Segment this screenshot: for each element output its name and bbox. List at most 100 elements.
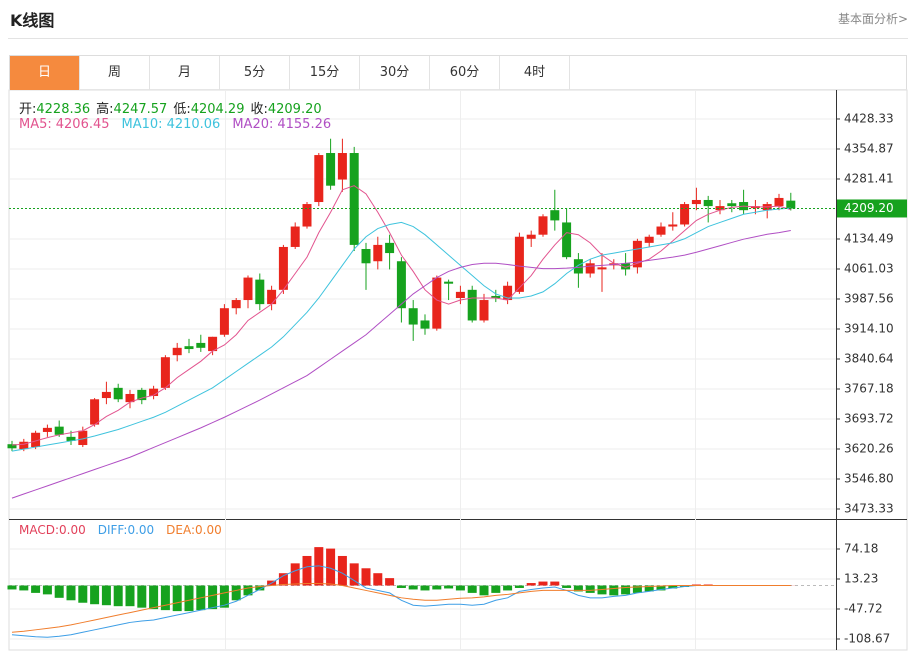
candle-body bbox=[691, 199, 701, 205]
last-price-label: 4209.20 bbox=[844, 201, 894, 215]
candle-body bbox=[208, 336, 218, 352]
candle-body bbox=[172, 347, 182, 356]
candle-body bbox=[526, 234, 536, 239]
macd-bar bbox=[19, 585, 29, 591]
candle-body bbox=[668, 224, 678, 227]
last-price-tag bbox=[837, 199, 907, 218]
legend-value: 0.00 bbox=[127, 523, 155, 537]
macd-bar bbox=[396, 585, 406, 588]
candle-body bbox=[42, 427, 52, 432]
candle-body bbox=[255, 279, 265, 305]
macd-bar bbox=[373, 573, 383, 586]
candle-body bbox=[54, 426, 64, 435]
macd-bar bbox=[208, 585, 218, 610]
macd-bar bbox=[550, 581, 560, 586]
macd-bar bbox=[54, 585, 64, 598]
macd-bar bbox=[66, 585, 76, 601]
y-tick-label: 3987.56 bbox=[844, 291, 894, 305]
macd-bar bbox=[526, 583, 536, 586]
page-title: K线图 bbox=[10, 11, 55, 30]
macd-bar bbox=[326, 548, 336, 586]
macd-bar bbox=[255, 585, 265, 591]
y-tick-label: 3914.10 bbox=[844, 321, 894, 335]
candle-body bbox=[774, 197, 784, 207]
macd-bar bbox=[349, 563, 359, 586]
candle-body bbox=[337, 153, 347, 180]
candle-body bbox=[137, 389, 147, 401]
y-tick-label: 4134.49 bbox=[844, 231, 894, 245]
tab[interactable]: 4时 bbox=[500, 56, 570, 90]
macd-bar bbox=[160, 585, 170, 611]
legend-label: DEA: bbox=[166, 523, 196, 537]
y-tick-label: 4354.87 bbox=[844, 141, 894, 155]
candle-body bbox=[727, 203, 737, 207]
tab[interactable]: 日 bbox=[10, 56, 80, 90]
candle-body bbox=[703, 199, 713, 207]
tab-bar: 日周月 5分 15分 30分 60分 4时 bbox=[9, 55, 907, 90]
candle-body bbox=[585, 263, 595, 274]
y-tick-label: 4428.33 bbox=[844, 111, 894, 125]
candle-body bbox=[644, 236, 654, 243]
macd-bar bbox=[632, 585, 642, 593]
candle-body bbox=[101, 391, 111, 399]
macd-legend: MACD:0.00 DIFF:0.00 DEA:0.00 bbox=[19, 523, 234, 537]
y-tick-label: 3546.80 bbox=[844, 471, 894, 485]
macd-bar bbox=[90, 585, 100, 605]
chart-frame bbox=[8, 89, 908, 651]
candle-body bbox=[90, 399, 100, 425]
macd-line bbox=[11, 583, 791, 633]
macd-bar bbox=[184, 585, 194, 612]
candle-body bbox=[7, 444, 17, 449]
candle-body bbox=[597, 267, 607, 270]
y-tick-label: 3767.18 bbox=[844, 381, 894, 395]
candle-body bbox=[373, 244, 383, 262]
candle-body bbox=[290, 226, 300, 247]
macd-bar bbox=[113, 585, 123, 607]
candle-body bbox=[550, 210, 560, 221]
quote-label: 收: bbox=[250, 102, 268, 117]
header-rule bbox=[8, 38, 908, 39]
macd-bar bbox=[337, 555, 347, 586]
quote-label: 高: bbox=[96, 102, 114, 117]
candle-body bbox=[491, 295, 501, 298]
y-tick-label: 4061.03 bbox=[844, 261, 894, 275]
macd-bar bbox=[467, 585, 477, 593]
macd-bar bbox=[101, 585, 111, 606]
tab[interactable]: 60分 bbox=[430, 56, 500, 90]
candle-body bbox=[78, 430, 88, 446]
candle-body bbox=[396, 261, 406, 309]
candle-body bbox=[231, 300, 241, 309]
macd-bar bbox=[42, 585, 52, 595]
candle-body bbox=[149, 388, 159, 397]
y-tick-label: 3620.26 bbox=[844, 441, 894, 455]
macd-bar bbox=[491, 585, 501, 593]
tab[interactable]: 5分 bbox=[220, 56, 290, 90]
tab[interactable]: 周 bbox=[80, 56, 150, 90]
macd-bar bbox=[479, 585, 489, 596]
y-tick-label: 13.23 bbox=[844, 571, 878, 585]
quote-value: 4247.57 bbox=[113, 102, 168, 117]
candle-body bbox=[420, 320, 430, 329]
macd-bar bbox=[231, 585, 241, 601]
tab[interactable]: 15分 bbox=[290, 56, 360, 90]
macd-bar bbox=[644, 585, 654, 592]
fundamental-link[interactable]: 基本面分析> bbox=[837, 12, 908, 26]
macd-bar bbox=[585, 585, 595, 593]
candle-body bbox=[66, 436, 76, 441]
legend-value: 4206.45 bbox=[55, 117, 110, 132]
candle-body bbox=[432, 277, 442, 329]
macd-bar bbox=[621, 585, 631, 595]
tab[interactable]: 月 bbox=[150, 56, 220, 90]
tab[interactable]: 30分 bbox=[360, 56, 430, 90]
macd-bar bbox=[125, 585, 135, 607]
macd-bar bbox=[609, 585, 619, 596]
candle-body bbox=[314, 155, 324, 203]
candle-body bbox=[219, 308, 229, 335]
candle-body bbox=[514, 236, 524, 292]
candle-body bbox=[656, 226, 666, 235]
legend-value: 0.00 bbox=[195, 523, 222, 537]
candle-body bbox=[302, 204, 312, 227]
legend-value: 0.00 bbox=[59, 523, 86, 537]
quote-value: 4228.36 bbox=[36, 102, 91, 117]
